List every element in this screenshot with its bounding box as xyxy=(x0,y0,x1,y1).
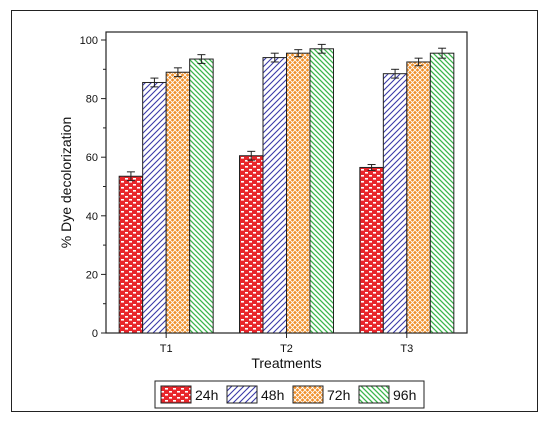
x-axis-title: Treatments xyxy=(251,355,321,371)
bar-96h-T3 xyxy=(429,52,455,334)
bar-72h-T1 xyxy=(165,71,191,334)
bar-24h-T3 xyxy=(359,166,384,334)
error-bar xyxy=(438,47,447,59)
bar-72h-T3 xyxy=(406,61,431,334)
error-bar xyxy=(270,52,279,63)
error-bar xyxy=(317,43,326,54)
bar-24h-T2 xyxy=(239,155,264,334)
legend: 24h 48h 72h 96h xyxy=(154,380,425,409)
bar-48h-T2 xyxy=(262,57,287,334)
bar-96h-T1 xyxy=(189,58,214,334)
legend-label-72h: 72h xyxy=(327,387,350,403)
y-tick-label: 80 xyxy=(86,94,98,106)
legend-swatch-24h xyxy=(160,385,192,404)
error-bar xyxy=(150,77,159,88)
error-bar xyxy=(173,67,182,78)
x-axis-ticks: T1 T2 T3 xyxy=(160,333,413,355)
x-tick-label: T3 xyxy=(400,343,413,355)
y-tick-label: 40 xyxy=(86,211,98,223)
error-bar xyxy=(414,57,423,67)
y-tick-label: 20 xyxy=(86,269,98,281)
legend-label-24h: 24h xyxy=(195,387,218,403)
legend-label-48h: 48h xyxy=(261,387,284,403)
error-bar xyxy=(247,150,256,161)
error-bar xyxy=(197,54,206,64)
error-bar xyxy=(367,164,376,171)
y-tick-label: 0 xyxy=(92,328,98,340)
error-bar xyxy=(126,171,135,182)
y-tick-label: 60 xyxy=(86,152,98,164)
bar-48h-T1 xyxy=(142,81,167,334)
figure-frame xyxy=(11,10,538,412)
legend-swatch-72h xyxy=(292,385,324,404)
bar-96h-T2 xyxy=(309,48,334,334)
legend-swatch-96h xyxy=(358,385,390,404)
y-axis-ticks: 0 20 40 60 80 100 xyxy=(80,35,106,340)
bars-group xyxy=(118,43,455,334)
x-tick-label: T1 xyxy=(160,343,173,355)
bar-72h-T2 xyxy=(286,52,311,334)
bar-48h-T3 xyxy=(382,73,408,334)
error-bar xyxy=(294,49,303,58)
y-axis-title: % Dye decolorization xyxy=(58,117,74,249)
legend-swatch-48h xyxy=(226,385,258,404)
x-tick-label: T2 xyxy=(280,343,293,355)
legend-label-96h: 96h xyxy=(393,387,416,403)
error-bar xyxy=(391,68,400,79)
bar-24h-T1 xyxy=(118,175,144,334)
y-tick-label: 100 xyxy=(80,35,98,47)
